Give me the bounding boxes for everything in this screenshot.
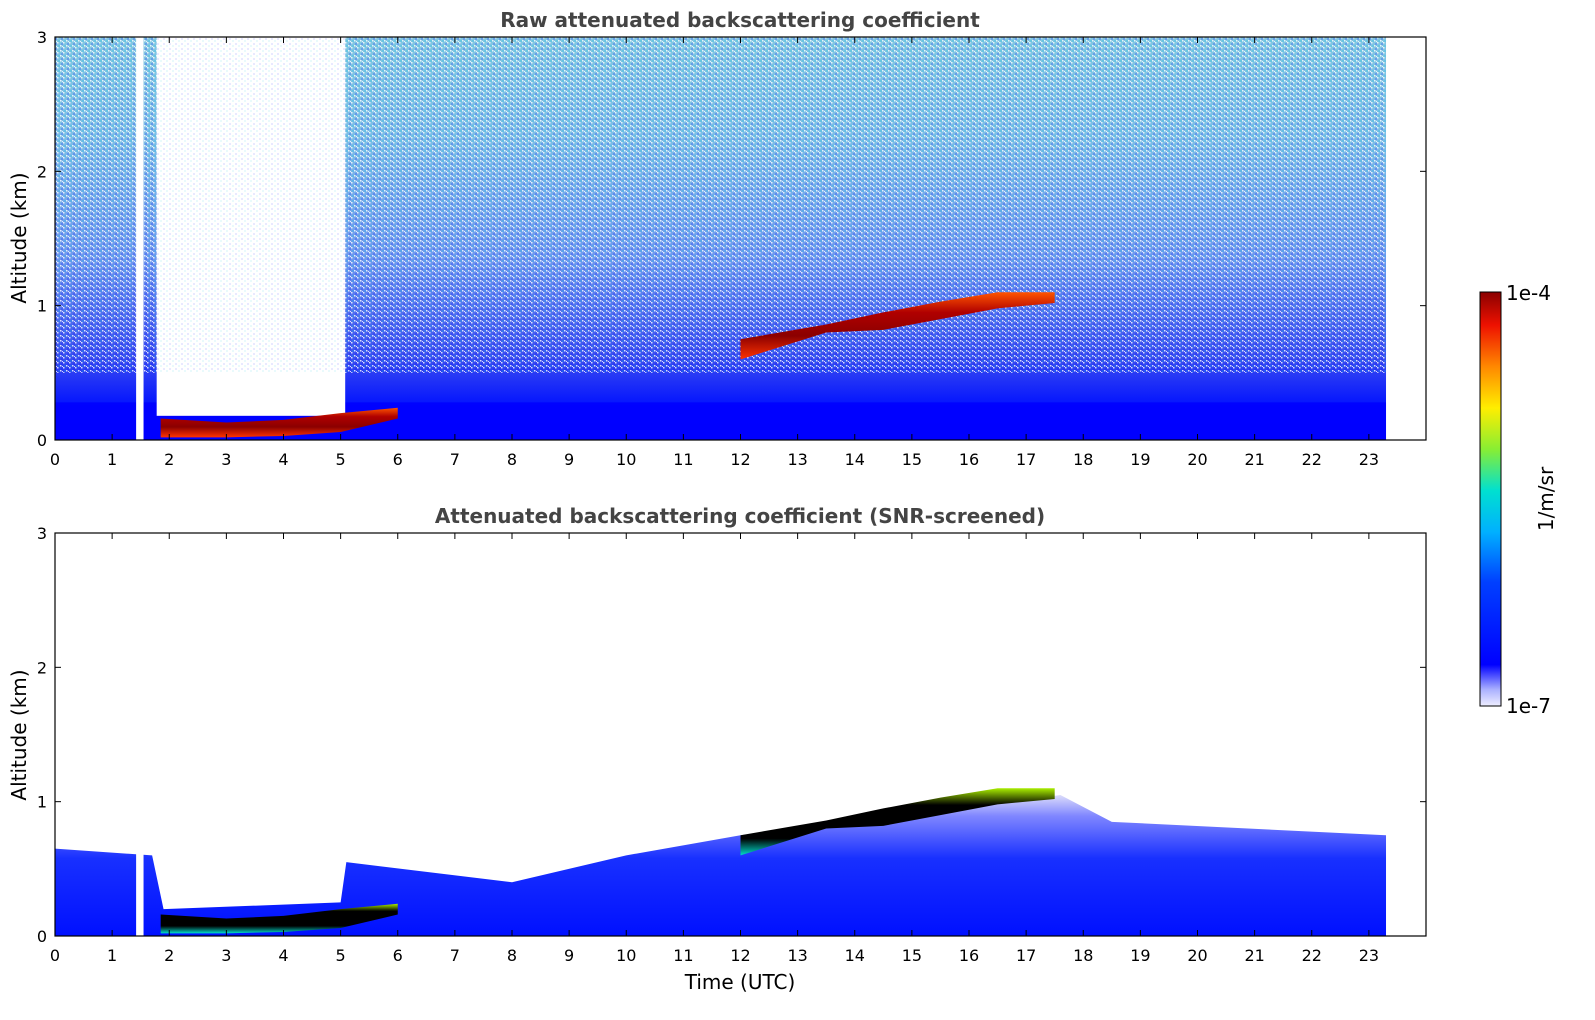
x-tick-label: 6 <box>393 450 403 469</box>
panel-snr-heatmap <box>55 533 1387 936</box>
x-tick-label: 13 <box>787 946 807 965</box>
x-tick-label: 2 <box>164 450 174 469</box>
x-tick-label: 10 <box>616 946 636 965</box>
colorbar-gradient <box>1479 291 1502 707</box>
x-tick-label: 5 <box>336 946 346 965</box>
x-tick-label: 3 <box>221 450 231 469</box>
panel-snr: Attenuated backscattering coefficient (S… <box>7 504 1427 994</box>
raw-cloud-layer-1 <box>160 407 398 438</box>
y-tick-label: 1 <box>37 793 47 812</box>
snr-cloud-layer-2 <box>740 788 1055 856</box>
x-tick-label: 9 <box>564 946 574 965</box>
y-tick-label: 2 <box>37 658 47 677</box>
x-tick-label: 17 <box>1016 946 1036 965</box>
panel-snr-y-axis-label: Altitude (km) <box>7 669 31 800</box>
x-tick-label: 14 <box>845 450 865 469</box>
x-tick-label: 4 <box>278 946 288 965</box>
x-tick-label: 19 <box>1130 450 1150 469</box>
panel-snr-x-axis-label: Time (UTC) <box>684 970 796 994</box>
y-tick-label: 3 <box>37 524 47 543</box>
x-tick-label: 5 <box>336 450 346 469</box>
x-tick-label: 22 <box>1302 946 1322 965</box>
x-tick-label: 21 <box>1244 946 1264 965</box>
x-tick-label: 22 <box>1302 450 1322 469</box>
x-tick-label: 4 <box>278 450 288 469</box>
x-tick-label: 6 <box>393 946 403 965</box>
colorbar-min-label: 1e-7 <box>1506 694 1551 718</box>
y-tick-label: 2 <box>37 162 47 181</box>
x-tick-label: 13 <box>787 450 807 469</box>
x-tick-label: 0 <box>50 946 60 965</box>
panel-raw-heatmap <box>55 37 1387 440</box>
raw-gap-speckle <box>156 37 346 373</box>
x-tick-label: 23 <box>1359 946 1379 965</box>
panel-raw-title: Raw attenuated backscattering coefficien… <box>500 8 980 32</box>
panel-raw-y-ticks: 0 1 2 3 <box>37 28 1426 450</box>
raw-cloud-layer-2 <box>740 292 1055 360</box>
y-tick-label: 0 <box>37 431 47 450</box>
x-tick-label: 14 <box>845 946 865 965</box>
x-tick-label: 21 <box>1244 450 1264 469</box>
snr-cloud-layer-1 <box>160 903 398 934</box>
x-tick-label: 3 <box>221 946 231 965</box>
x-tick-label: 18 <box>1073 450 1093 469</box>
x-tick-label: 8 <box>507 450 517 469</box>
panel-raw-y-axis-label: Altitude (km) <box>7 172 31 303</box>
x-tick-label: 8 <box>507 946 517 965</box>
x-tick-label: 1 <box>107 946 117 965</box>
panel-snr-x-ticks: 0 1 2 3 4 5 6 7 8 9 10 11 12 13 14 15 16 17 18 19 20 21 22 23 <box>50 533 1379 965</box>
x-tick-label: 11 <box>673 946 693 965</box>
y-tick-label: 1 <box>37 297 47 316</box>
x-tick-label: 19 <box>1130 946 1150 965</box>
x-tick-label: 20 <box>1187 450 1207 469</box>
x-tick-label: 20 <box>1187 946 1207 965</box>
snr-boundary-layer <box>55 794 1387 936</box>
x-tick-label: 12 <box>730 946 750 965</box>
raw-data-gap <box>136 37 144 440</box>
x-tick-label: 1 <box>107 450 117 469</box>
x-tick-label: 11 <box>673 450 693 469</box>
colorbar: 1e-4 1e-7 1/m/sr <box>1479 281 1558 718</box>
panel-snr-y-ticks: 0 1 2 3 <box>37 524 1426 946</box>
panel-snr-title: Attenuated backscattering coefficient (S… <box>435 504 1045 528</box>
x-tick-label: 16 <box>959 946 979 965</box>
panel-raw: Raw attenuated backscattering coefficien… <box>7 8 1427 469</box>
x-tick-label: 7 <box>450 946 460 965</box>
y-tick-label: 0 <box>37 927 47 946</box>
panel-raw-x-ticks: 0 1 2 3 4 5 6 7 8 9 10 11 12 13 14 15 16 17 18 19 20 21 22 23 <box>50 37 1379 469</box>
x-tick-label: 2 <box>164 946 174 965</box>
x-tick-label: 0 <box>50 450 60 469</box>
x-tick-label: 15 <box>902 946 922 965</box>
snr-data-gap <box>136 533 144 936</box>
x-tick-label: 12 <box>730 450 750 469</box>
x-tick-label: 23 <box>1359 450 1379 469</box>
colorbar-max-label: 1e-4 <box>1506 281 1551 305</box>
x-tick-label: 7 <box>450 450 460 469</box>
x-tick-label: 16 <box>959 450 979 469</box>
x-tick-label: 15 <box>902 450 922 469</box>
x-tick-label: 17 <box>1016 450 1036 469</box>
colorbar-unit-label: 1/m/sr <box>1534 466 1558 531</box>
y-tick-label: 3 <box>37 28 47 47</box>
x-tick-label: 18 <box>1073 946 1093 965</box>
x-tick-label: 9 <box>564 450 574 469</box>
x-tick-label: 10 <box>616 450 636 469</box>
